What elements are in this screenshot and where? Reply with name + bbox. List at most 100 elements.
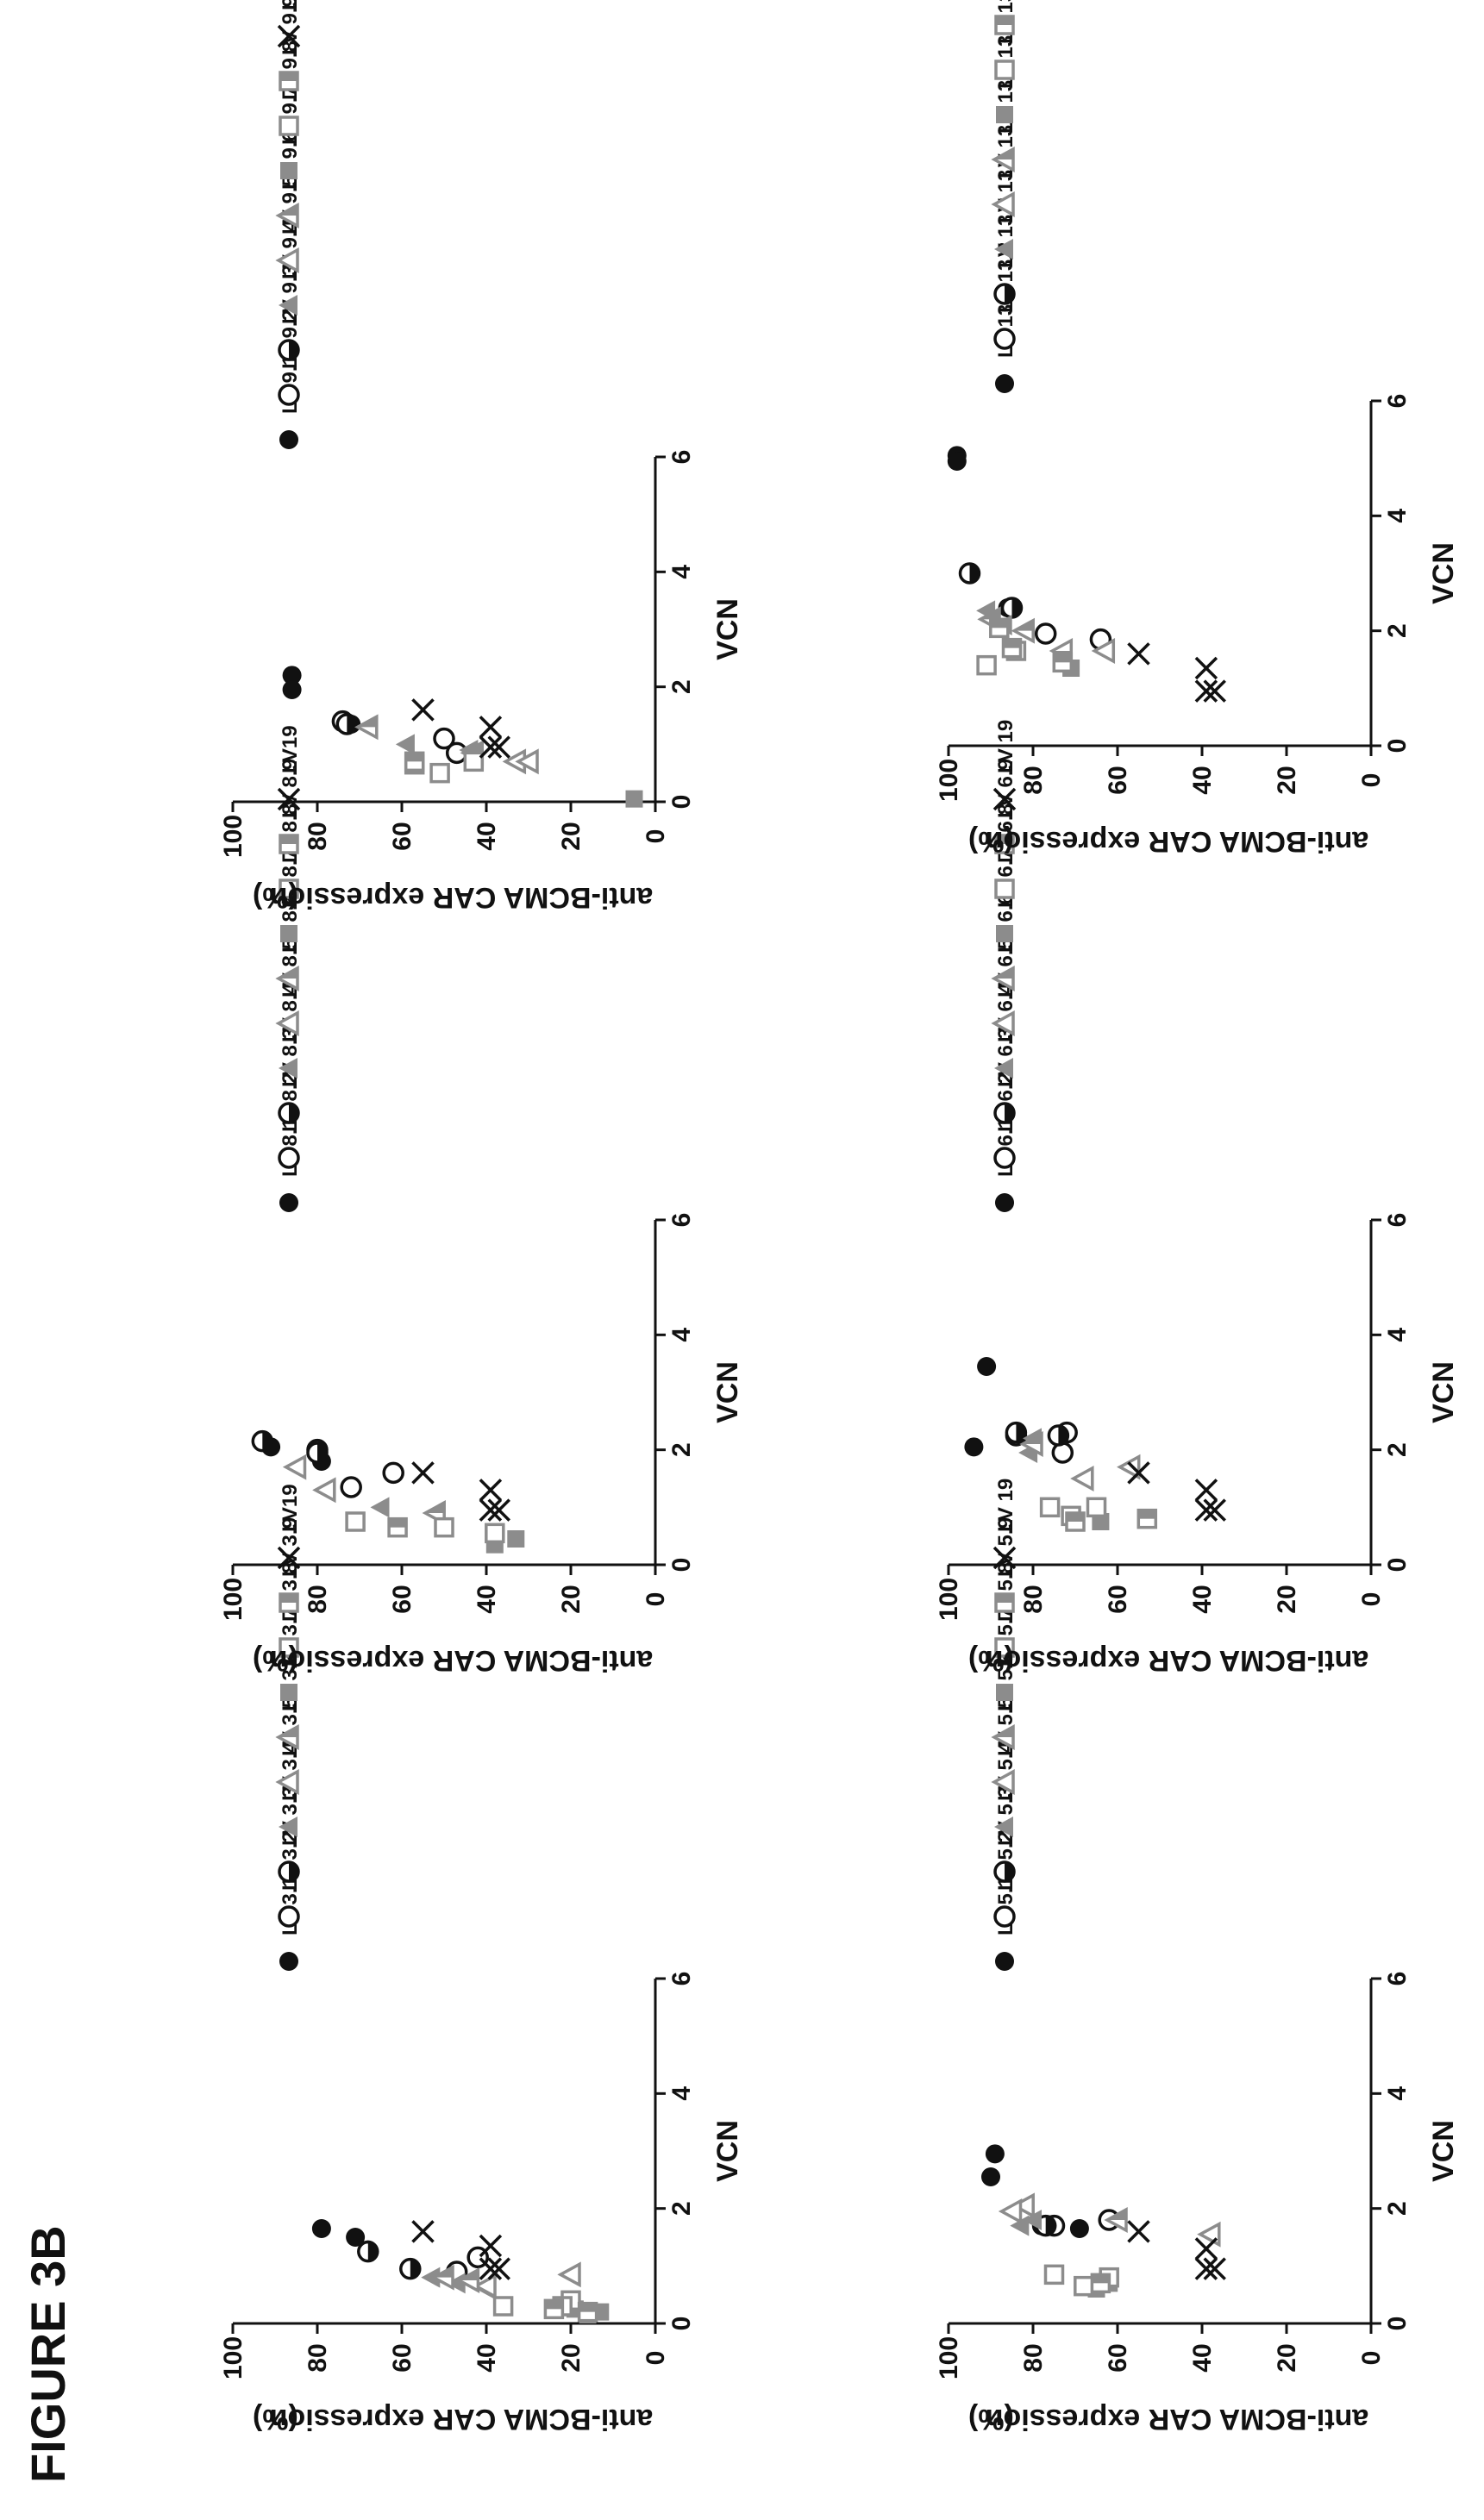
legend-symbol-shape bbox=[994, 1817, 1013, 1837]
data-point bbox=[1203, 1498, 1226, 1522]
legend-symbol-shape bbox=[994, 1637, 1015, 1658]
data-point-stroke-b bbox=[1203, 1498, 1226, 1522]
legend-symbol bbox=[994, 879, 1015, 899]
legend-symbol bbox=[280, 925, 297, 942]
data-point-stroke-b bbox=[411, 1461, 435, 1485]
y-axis-unit: (%) bbox=[253, 1644, 298, 1677]
legend-symbol bbox=[280, 162, 297, 179]
y-tick-label: 20 bbox=[557, 2343, 585, 2372]
legend-symbol bbox=[994, 59, 1015, 80]
data-point bbox=[1203, 679, 1226, 703]
y-axis-label: anti-BCMA CAR expression bbox=[270, 2403, 654, 2436]
legend-symbol bbox=[279, 1193, 298, 1212]
legend-symbol-fill bbox=[996, 1594, 1013, 1603]
legend-symbol bbox=[993, 1102, 1016, 1124]
data-point bbox=[1043, 2264, 1065, 2286]
legend-symbol-stroke-b bbox=[992, 787, 1017, 811]
data-point-stroke-b bbox=[411, 698, 435, 722]
data-point bbox=[463, 751, 485, 772]
data-point-shape bbox=[312, 1477, 336, 1504]
data-point-shape bbox=[395, 734, 415, 755]
y-tick-label: 100 bbox=[219, 2336, 247, 2379]
legend-symbol-fill bbox=[289, 1862, 298, 1881]
data-point bbox=[1011, 617, 1035, 644]
legend-symbol-shape bbox=[279, 1952, 298, 1971]
data-point bbox=[485, 1523, 505, 1544]
data-point bbox=[1074, 2275, 1094, 2297]
data-point-fill bbox=[1003, 639, 1021, 648]
legend-symbol-shape bbox=[994, 239, 1013, 260]
data-point-shape bbox=[346, 2228, 366, 2247]
data-point bbox=[487, 1498, 510, 1522]
data-point-fill bbox=[579, 2303, 597, 2312]
y-tick-label: 100 bbox=[219, 1578, 247, 1621]
y-tick-label: 60 bbox=[1104, 2343, 1132, 2372]
y-axis-label: anti-BCMA CAR expression bbox=[986, 1644, 1369, 1677]
x-tick-label: 4 bbox=[667, 2086, 696, 2101]
legend-symbol-shape bbox=[279, 1058, 297, 1079]
legend-symbol bbox=[993, 1905, 1016, 1928]
legend-symbol-shape bbox=[280, 925, 297, 942]
legend-symbol bbox=[275, 203, 299, 228]
x-axis-label: VCN bbox=[711, 598, 744, 660]
y-axis-label: anti-BCMA CAR expression bbox=[270, 1644, 654, 1677]
data-point bbox=[981, 2167, 1000, 2186]
legend-label: LV19 bbox=[279, 725, 302, 773]
legend-symbol bbox=[275, 1769, 299, 1795]
legend-symbol-fill bbox=[280, 72, 297, 81]
x-tick-label: 2 bbox=[667, 679, 696, 694]
legend-symbol-shape bbox=[991, 1769, 1015, 1795]
data-point-shape bbox=[1086, 1497, 1107, 1518]
data-point-shape bbox=[429, 762, 450, 784]
legend-symbol bbox=[991, 1724, 1015, 1750]
data-point-stroke-b bbox=[1203, 679, 1226, 703]
legend-symbol-fill bbox=[279, 1727, 297, 1737]
data-point-shape bbox=[998, 2198, 1023, 2224]
legend-symbol-fill bbox=[996, 16, 1013, 25]
data-point-shape bbox=[985, 2144, 1005, 2164]
data-point bbox=[1005, 1421, 1028, 1444]
legend-symbol bbox=[994, 15, 1015, 35]
data-point-fill bbox=[969, 564, 980, 583]
y-tick-label: 40 bbox=[1188, 766, 1217, 794]
data-point-fill bbox=[1067, 1513, 1084, 1522]
data-point-shape bbox=[1197, 2221, 1221, 2248]
legend-symbol-shape bbox=[278, 1147, 300, 1169]
legend-symbol-fill bbox=[289, 341, 298, 360]
legend-symbol-shape bbox=[275, 1769, 299, 1795]
y-tick-label: 20 bbox=[1273, 2343, 1301, 2372]
data-point-shape bbox=[977, 1357, 997, 1376]
data-point-stroke-b bbox=[479, 1498, 503, 1522]
data-point-shape bbox=[345, 1511, 366, 1532]
data-point-shape bbox=[1091, 638, 1116, 664]
data-point-fill bbox=[1045, 2216, 1055, 2235]
x-tick-label: 0 bbox=[667, 2317, 696, 2331]
data-point bbox=[985, 2144, 1005, 2164]
data-point-shape bbox=[282, 1454, 307, 1480]
data-point-shape bbox=[976, 654, 997, 676]
data-point-stroke-b bbox=[1194, 1498, 1218, 1522]
scatter-panel-3: 0 20 40 60 80 100 0 2 4 6 VCN anti-BCMA CAR express… bbox=[219, 0, 744, 914]
legend-label: LV19 bbox=[279, 0, 302, 10]
y-tick-label: 40 bbox=[1188, 1585, 1217, 1613]
data-point bbox=[964, 1437, 984, 1457]
data-point-shape bbox=[515, 748, 539, 775]
legend-symbol bbox=[279, 1592, 299, 1613]
data-point-fill bbox=[434, 2267, 453, 2278]
data-point-stroke-b bbox=[487, 2257, 510, 2280]
x-tick-label: 4 bbox=[1383, 2086, 1412, 2101]
data-point-shape bbox=[1070, 1466, 1094, 1491]
data-point bbox=[335, 713, 359, 735]
legend-label: LV 19 bbox=[994, 1479, 1018, 1532]
legend-symbol-shape bbox=[279, 1637, 299, 1658]
legend-symbol-shape bbox=[991, 191, 1015, 217]
data-point-shape bbox=[981, 2167, 1000, 2186]
legend-symbol bbox=[278, 384, 300, 406]
legend-symbol-shape bbox=[279, 295, 297, 316]
data-point-fill bbox=[980, 609, 999, 620]
legend-symbol bbox=[994, 1817, 1013, 1837]
y-tick-label: 20 bbox=[557, 822, 585, 850]
data-point bbox=[1104, 2207, 1128, 2233]
